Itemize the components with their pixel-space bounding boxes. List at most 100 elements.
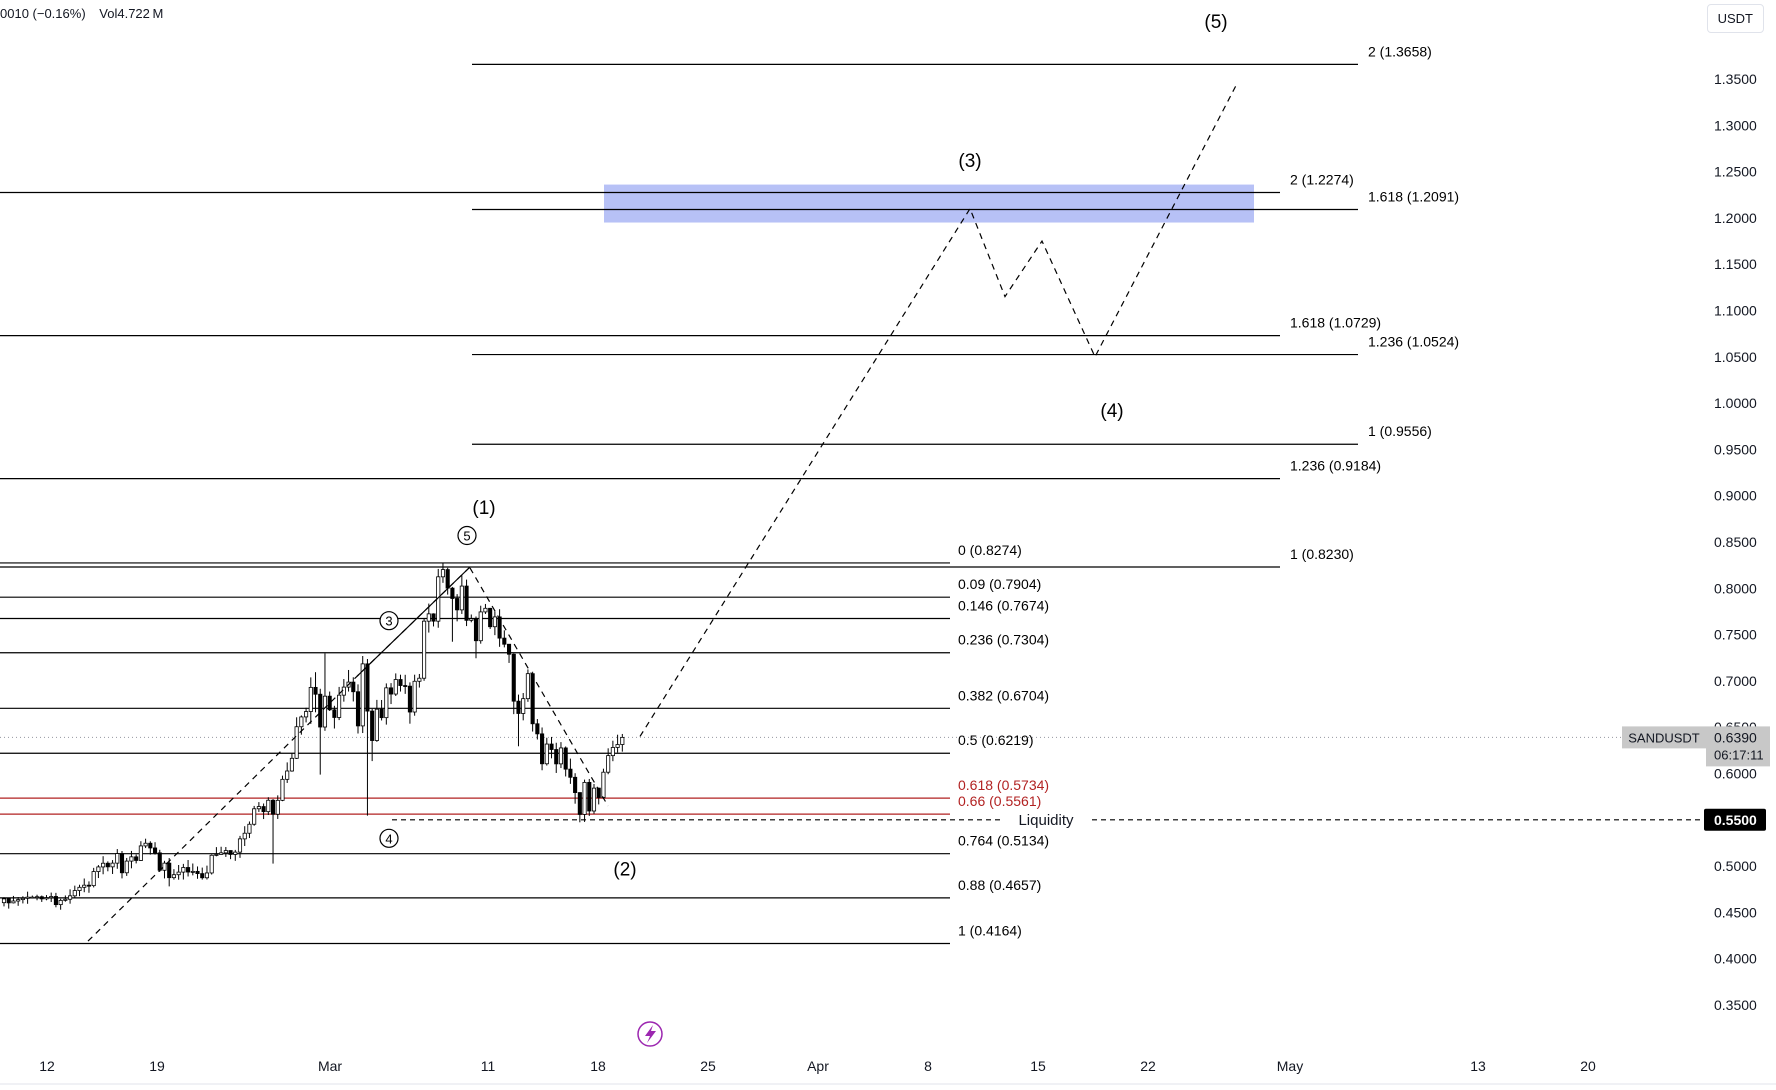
fib-level-label: 1 (0.4164) [958, 923, 1022, 939]
candle [223, 847, 228, 857]
candle [285, 762, 290, 783]
candle [573, 773, 578, 804]
candle [403, 674, 408, 694]
candle [289, 753, 294, 772]
candle [308, 677, 313, 724]
candle [511, 653, 516, 715]
candle [502, 630, 507, 648]
candle [252, 805, 257, 826]
candle [426, 603, 431, 633]
candle [86, 881, 92, 893]
candle [171, 869, 176, 880]
candle [44, 895, 49, 901]
candle [134, 854, 139, 864]
candle [327, 691, 332, 711]
candle [360, 655, 365, 734]
fib-level-label: 1.618 (1.2091) [1368, 188, 1459, 204]
y-tick-label: 0.8000 [1714, 580, 1757, 596]
y-tick-label: 1.0500 [1714, 349, 1757, 365]
candle [63, 895, 68, 902]
candle [379, 699, 384, 721]
candle [68, 889, 73, 904]
x-tick-label: 12 [39, 1058, 55, 1074]
candle [393, 673, 398, 696]
candle [101, 856, 106, 875]
candle [53, 892, 58, 908]
candle [492, 611, 497, 636]
circled-wave-marker [379, 611, 399, 631]
candle [237, 835, 243, 858]
y-tick-label: 1.3500 [1714, 71, 1757, 87]
candle [606, 748, 611, 775]
fib-level-label: 2 (1.3658) [1368, 43, 1432, 59]
candle [558, 742, 564, 769]
candle [30, 895, 35, 899]
candle [280, 775, 285, 802]
candle [6, 898, 11, 909]
candle [398, 674, 403, 692]
wave-label: (3) [958, 151, 981, 172]
x-tick-label: 11 [481, 1058, 496, 1074]
candle [318, 688, 323, 775]
candle [77, 884, 82, 897]
x-tick-label: 13 [1470, 1058, 1486, 1074]
fib-level-label: 2 (1.2274) [1290, 172, 1354, 188]
candle [351, 677, 356, 702]
candle [582, 779, 587, 822]
wave-label: (4) [1100, 401, 1123, 422]
wave-channel-line [356, 566, 471, 677]
x-tick-label: 18 [590, 1058, 606, 1074]
candle [610, 740, 615, 762]
candle [587, 778, 592, 816]
fib-level-label: 0.5 (0.6219) [958, 732, 1034, 748]
candle [516, 694, 521, 747]
candle [266, 797, 271, 815]
candle [506, 643, 512, 663]
y-tick-label: 0.7000 [1714, 673, 1757, 689]
candle [374, 699, 379, 742]
price-change: 0010 (−0.16%) [0, 6, 86, 21]
candle [615, 734, 620, 753]
candle [204, 865, 210, 880]
volume: Vol4.722 M [99, 6, 164, 21]
candle [412, 674, 417, 716]
candle [105, 861, 110, 872]
candle [11, 895, 16, 904]
candle [422, 618, 427, 681]
candle [294, 717, 299, 759]
fib-level-label: 1 (0.8230) [1290, 546, 1354, 562]
candle [540, 727, 545, 771]
candle [497, 609, 502, 647]
wave-label: (5) [1204, 12, 1227, 33]
candle [82, 878, 87, 893]
candle [39, 895, 44, 902]
currency-selector[interactable]: USDT [1706, 4, 1764, 33]
candle [1, 897, 7, 907]
fib-level-label: 0.764 (0.5134) [958, 833, 1049, 849]
x-tick-label: 8 [924, 1058, 932, 1074]
candle [332, 705, 337, 729]
candle [577, 792, 582, 823]
candle [431, 613, 436, 627]
candle [440, 562, 446, 583]
circled-wave-marker [457, 525, 477, 546]
fib-level-label: 1.618 (1.0729) [1290, 315, 1381, 331]
candle [313, 672, 318, 713]
liquidity-label: Liquidity [1018, 812, 1074, 829]
candle [58, 898, 63, 910]
candle [119, 851, 125, 879]
y-tick-label: 1.2000 [1714, 210, 1757, 226]
candle [270, 799, 276, 864]
candle [620, 733, 625, 752]
candle [591, 783, 597, 814]
liquidity-price-label: 0.5500 [1714, 812, 1757, 828]
candle [370, 708, 375, 762]
candle [148, 841, 153, 855]
projection-path [639, 83, 1238, 737]
fib-level-label: 1.236 (1.0524) [1368, 334, 1459, 350]
fib-level-label: 0.09 (0.7904) [958, 576, 1041, 592]
candle [214, 847, 219, 857]
candle [417, 673, 422, 688]
